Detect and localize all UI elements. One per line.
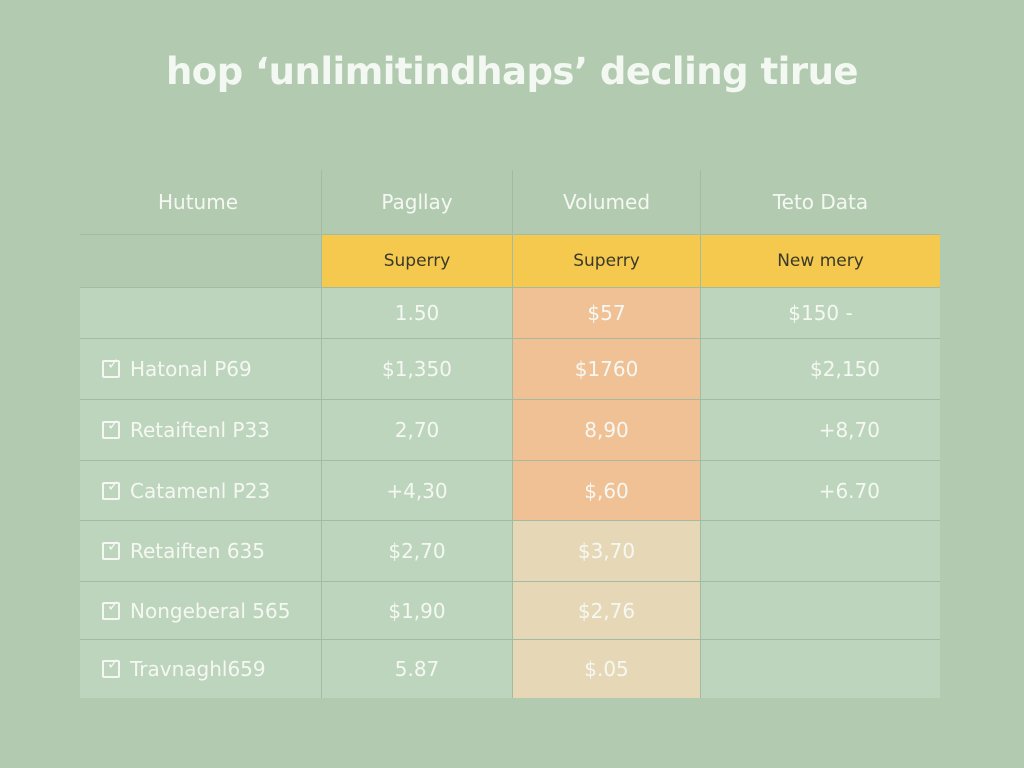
value-cell: $1,90: [322, 582, 513, 639]
subheader-cell: Superry: [513, 235, 701, 287]
table-row: Travnaghl659 5.87$.05: [80, 640, 940, 698]
column-header[interactable]: Volumed: [513, 170, 701, 234]
row-label-cell[interactable]: Retaiftenl P33: [80, 400, 322, 460]
value-cell: $2,76: [513, 582, 701, 639]
table-row: Retaiften 635 $2,70$3,70: [80, 521, 940, 582]
row-label-cell[interactable]: [80, 288, 322, 338]
row-label-cell[interactable]: Catamenl P23: [80, 461, 322, 520]
checkbox-checked-icon[interactable]: [102, 540, 120, 560]
value-cell: $1,350: [322, 339, 513, 399]
data-table: Hutume Pagllay Volumed Teto Data Superry…: [80, 170, 940, 698]
column-header[interactable]: Hutume: [80, 170, 322, 234]
value-cell: $2,150: [701, 339, 940, 399]
row-label-cell[interactable]: Hatonal P69: [80, 339, 322, 399]
row-label: Catamenl P23: [130, 478, 271, 503]
page-title: hop ‘unlimitindhaps’ decling tirue: [165, 50, 859, 93]
checkbox-checked-icon[interactable]: [102, 658, 120, 678]
value-cell: [701, 582, 940, 639]
column-header[interactable]: Pagllay: [322, 170, 513, 234]
value-cell: +8,70: [701, 400, 940, 460]
value-cell: $,60: [513, 461, 701, 520]
row-label: Retaiftenl P33: [130, 418, 270, 442]
row-label: Retaiften 635: [130, 539, 265, 563]
value-cell: $57: [513, 288, 701, 338]
checkbox-checked-icon[interactable]: [102, 480, 120, 500]
value-cell: $2,70: [322, 521, 513, 581]
subheader-cell: [80, 235, 322, 287]
subheader-row: Superry Superry New mery: [80, 235, 940, 288]
value-cell: $150 -: [701, 288, 940, 338]
table-row: Retaiftenl P33 2,708,90+8,70: [80, 400, 940, 461]
subheader-cell: Superry: [322, 235, 513, 287]
row-label-cell[interactable]: Travnaghl659: [80, 640, 322, 698]
header-row: Hutume Pagllay Volumed Teto Data: [80, 170, 940, 235]
row-label-cell[interactable]: Nongeberal 565: [80, 582, 322, 639]
value-cell: 8,90: [513, 400, 701, 460]
row-label: Travnaghl659: [130, 657, 266, 681]
row-label: Hatonal P69: [130, 357, 252, 381]
table-row: Nongeberal 565 $1,90$2,76: [80, 582, 940, 640]
subheader-cell: New mery: [701, 235, 940, 287]
checkbox-checked-icon[interactable]: [102, 600, 120, 620]
value-cell: 1.50: [322, 288, 513, 338]
value-cell: $3,70: [513, 521, 701, 581]
table-row: Hatonal P69 $1,350$1760$2,150: [80, 339, 940, 400]
value-cell: $1760: [513, 339, 701, 399]
checkbox-checked-icon[interactable]: [102, 419, 120, 439]
value-cell: 5.87: [322, 640, 513, 698]
column-header[interactable]: Teto Data: [772, 190, 869, 214]
checkbox-checked-icon[interactable]: [102, 358, 120, 378]
value-cell: +6.70: [701, 461, 940, 520]
value-cell: +4,30: [322, 461, 513, 520]
table-row: 1.50 $57 $150 -: [80, 288, 940, 339]
row-label-cell[interactable]: Retaiften 635: [80, 521, 322, 581]
value-cell: 2,70: [322, 400, 513, 460]
value-cell: $.05: [513, 640, 701, 698]
value-cell: [701, 640, 940, 698]
value-cell: [701, 521, 940, 581]
row-label: Nongeberal 565: [130, 598, 291, 623]
table-row: Catamenl P23 +4,30$,60+6.70: [80, 461, 940, 521]
